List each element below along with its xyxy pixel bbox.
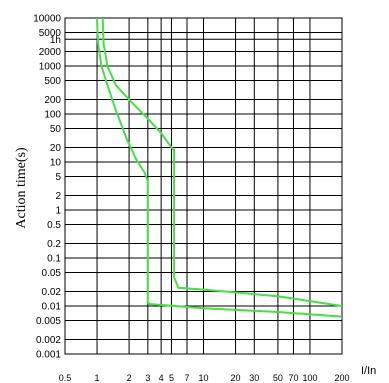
x-tick-label: 30	[249, 373, 259, 383]
x-tick-label: 70	[288, 373, 298, 383]
tripping-curve-upper	[101, 17, 343, 307]
y-tick-label: 10000	[33, 14, 61, 25]
y-tick-label: 0.005	[36, 316, 61, 327]
y-axis-label: Action time(s)	[14, 147, 29, 229]
x-tick-label: 200	[334, 373, 349, 383]
x-tick-labels: 0.5 1 2 3 4 5 7 10 20 30 50 70 100 200	[59, 373, 350, 383]
curve-group	[96, 17, 343, 318]
y-tick-label: 1000	[39, 62, 62, 73]
chart-grid	[64, 17, 343, 355]
plot-frame	[64, 17, 343, 355]
x-tick-label: 20	[231, 373, 241, 383]
y-tick-label: 2	[55, 191, 61, 202]
y-tick-label: 1	[55, 206, 61, 217]
y-tick-label: 0.05	[42, 268, 62, 279]
y-tick-label: 10	[50, 158, 62, 169]
y-tick-label: 1h	[50, 35, 61, 46]
y-tick-label: 100	[44, 110, 61, 121]
x-tick-label: 7	[185, 373, 190, 383]
tripping-curve-lower	[96, 17, 343, 318]
x-tick-label: 0.5	[59, 373, 72, 383]
x-tick-label: 50	[273, 373, 283, 383]
y-tick-label: 0.002	[36, 335, 61, 346]
y-tick-label: 0.01	[42, 302, 62, 313]
y-tick-label: 500	[44, 76, 61, 87]
y-tick-label: 2000	[39, 47, 62, 58]
y-tick-label: 200	[44, 95, 61, 106]
x-tick-label: 1	[95, 373, 100, 383]
y-tick-label: 0.02	[42, 287, 62, 298]
x-tick-label: 2	[127, 373, 132, 383]
y-tick-label: 0.5	[47, 220, 61, 231]
x-tick-label: 3	[145, 373, 150, 383]
x-tick-label: 10	[198, 373, 208, 383]
y-tick-label: 0.2	[47, 239, 61, 250]
x-tick-label: 4	[159, 373, 164, 383]
y-tick-label: 0.001	[36, 350, 61, 361]
y-tick-label: 0.1	[47, 254, 61, 265]
y-tick-label: 50	[50, 124, 62, 135]
y-tick-label: 5	[55, 172, 61, 183]
y-tick-label: 5000	[39, 28, 62, 39]
y-tick-label: 20	[50, 143, 62, 154]
x-axis-label: I/In	[361, 365, 376, 377]
x-tick-label: 5	[169, 373, 174, 383]
x-tick-label: 100	[302, 373, 317, 383]
